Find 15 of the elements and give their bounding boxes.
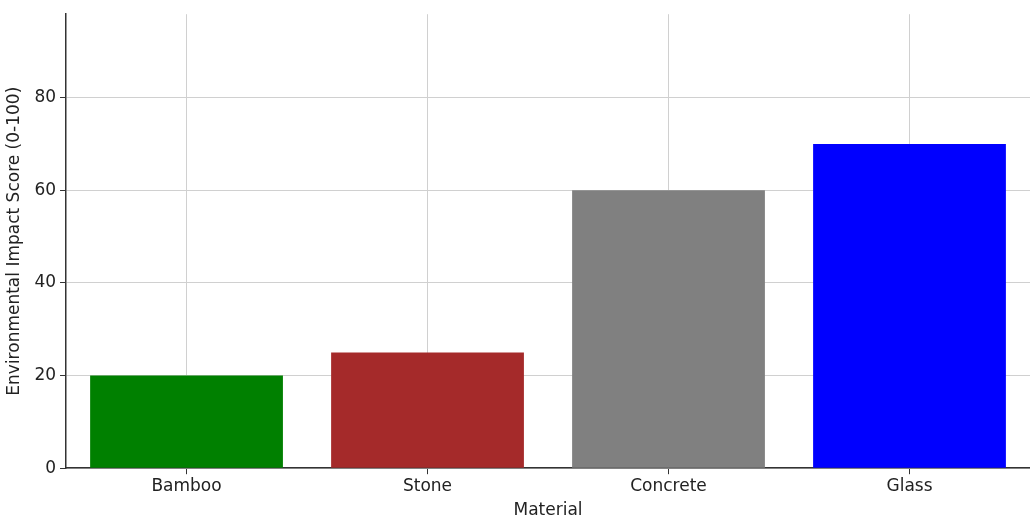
bar [331,352,524,468]
y-axis-title: Environmental Impact Score (0-100) [2,86,23,396]
x-tick-label: Concrete [630,474,707,495]
y-tick-label: 80 [34,86,57,107]
x-axis-title: Material [513,499,583,520]
bar [572,190,765,468]
y-tick-label: 20 [34,363,57,384]
y-tick-label: 0 [45,456,57,477]
y-tick-label: 40 [34,271,57,292]
bar [90,375,283,468]
y-tick-label: 60 [34,178,57,199]
bar [813,143,1006,468]
x-tick-label: Bamboo [151,474,222,495]
x-tick-label: Glass [886,474,933,495]
x-tick-label: Stone [402,474,453,495]
